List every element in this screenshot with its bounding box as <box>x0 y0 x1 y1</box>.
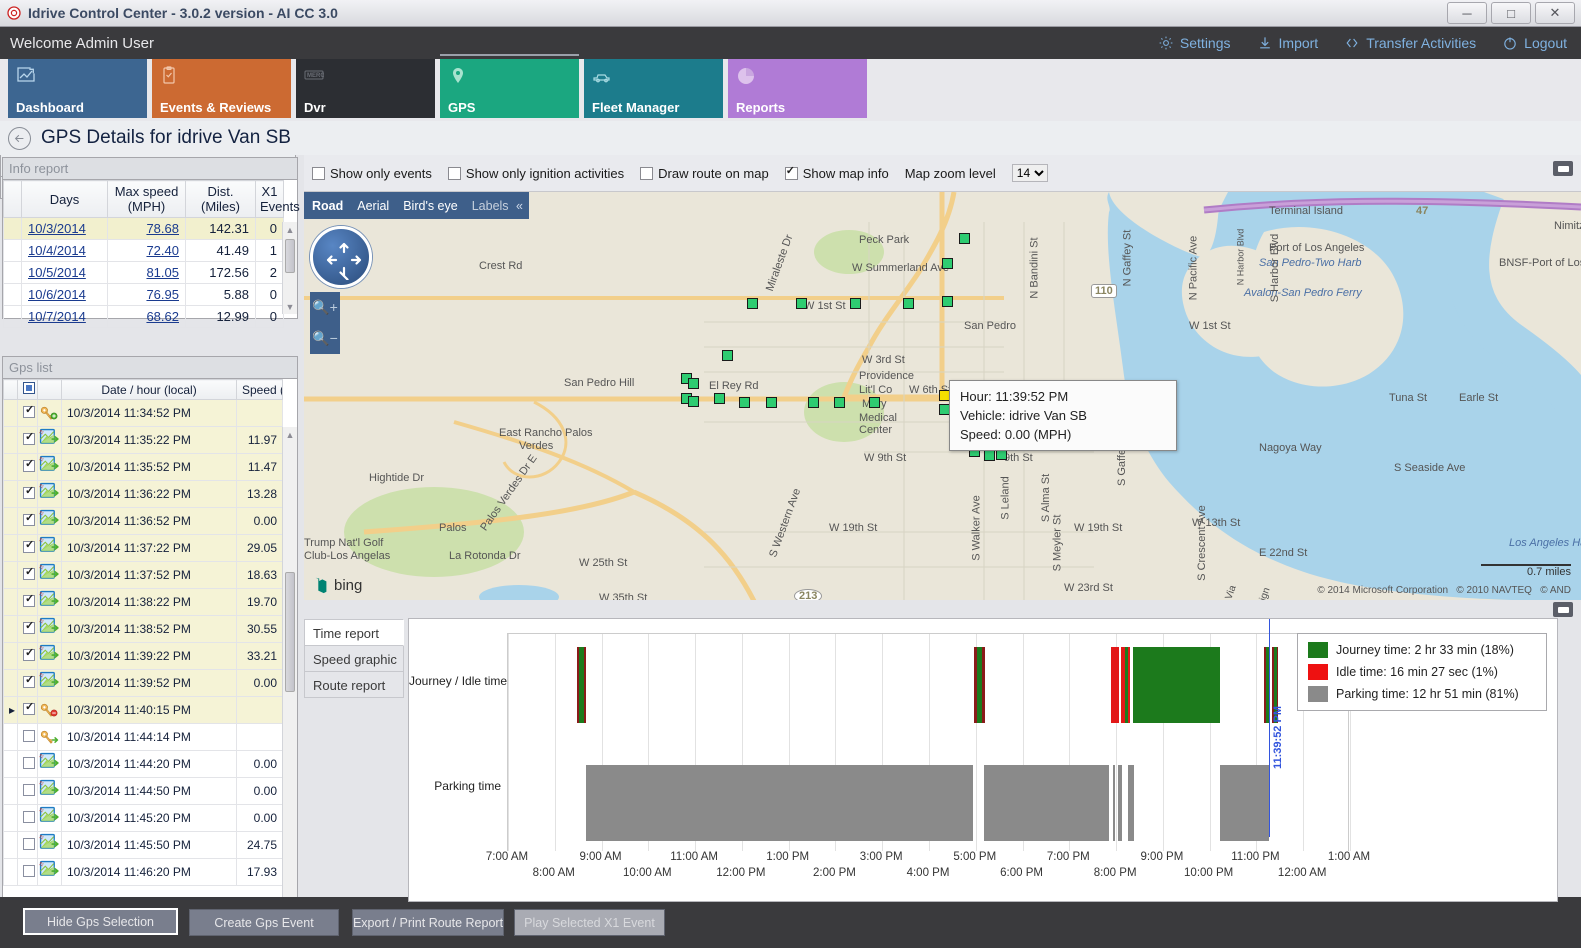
svg-text:MERGE: MERGE <box>307 73 324 79</box>
